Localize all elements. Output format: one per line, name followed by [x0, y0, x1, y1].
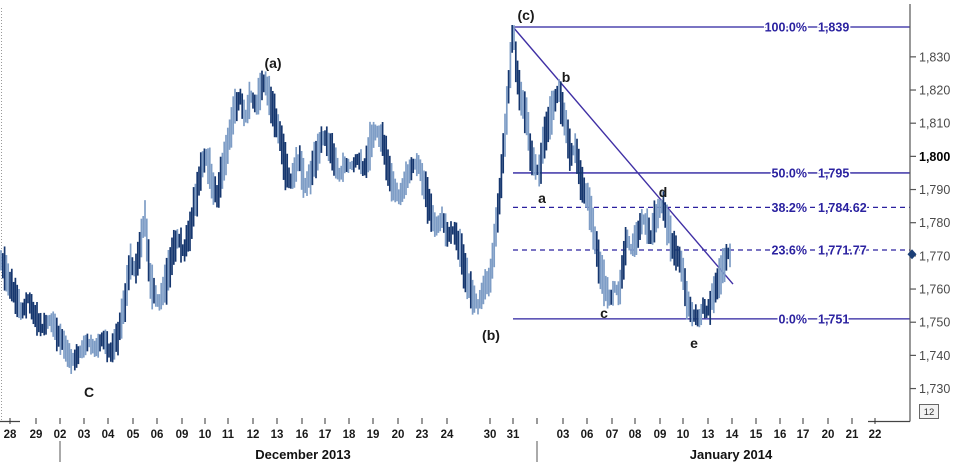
x-axis-label: 07 — [606, 429, 619, 441]
y-axis-label: 1,780 — [919, 216, 950, 230]
x-axis-label: 15 — [750, 429, 763, 441]
period-badge: 12 — [919, 404, 939, 419]
x-axis-label: 19 — [367, 429, 380, 441]
x-axis-label: 20 — [822, 429, 835, 441]
y-axis-label: 1,770 — [919, 249, 950, 263]
x-axis-label: 12 — [247, 429, 260, 441]
x-axis-label: 08 — [629, 429, 642, 441]
fib-price-label: 1,751 — [818, 312, 849, 326]
wave-label-c: c — [600, 305, 608, 321]
x-axis-label: 04 — [102, 429, 115, 441]
y-axis-label: 1,820 — [919, 84, 950, 98]
x-axis-label: 22 — [869, 429, 882, 441]
fib-pct-label: 23.6% — [772, 244, 807, 258]
x-axis-label: 10 — [199, 429, 212, 441]
fib-pct-label: 100.0% — [765, 21, 807, 35]
x-axis-label: 02 — [54, 429, 67, 441]
y-axis-label: 1,790 — [919, 183, 950, 197]
y-axis-label: 1,830 — [919, 50, 950, 64]
wave-label-b: (b) — [482, 327, 500, 343]
x-axis-label: 09 — [654, 429, 667, 441]
y-axis: 1,830 1,820 1,810 1,800 1,790 1,780 1,770 1,760… — [909, 4, 950, 422]
wave-labels: (a) (b) (c) Ca b c d e — [84, 7, 698, 400]
wave-label-e: e — [690, 335, 698, 351]
y-axis-label: 1,750 — [919, 316, 950, 330]
wave-label-a: a — [538, 190, 546, 206]
y-axis-label: 1,760 — [919, 283, 950, 297]
x-axis-label: 13 — [702, 429, 715, 441]
x-axis-label: 28 — [4, 429, 17, 441]
y-axis-label: 1,740 — [919, 349, 950, 363]
y-axis-label: 1,810 — [919, 117, 950, 131]
period-badge-text: 12 — [924, 407, 935, 418]
x-axis-label: 24 — [441, 429, 454, 441]
x-axis-label: 05 — [127, 429, 140, 441]
x-axis-label: 06 — [151, 429, 164, 441]
wave-label-d: d — [659, 184, 668, 200]
fib-pct-label: 38.2% — [772, 201, 807, 215]
x-axis-label: 11 — [222, 429, 235, 441]
x-axis-label: 30 — [484, 429, 497, 441]
x-axis-label: 23 — [416, 429, 429, 441]
fibonacci-labels: 100.0% 1,839 50.0% 1,795 38.2% 1,784.62 23.6% 1… — [763, 19, 868, 328]
x-axis-label: 03 — [557, 429, 570, 441]
x-axis: 28 29 02 03 04 05 06 09 10 11 12 13 16 17 18 19 20 23 24 30… — [0, 418, 910, 462]
fib-price-label: 1,795 — [818, 166, 849, 180]
x-axis-label: 16 — [296, 429, 309, 441]
x-axis-label: 03 — [78, 429, 91, 441]
fibonacci-levels — [513, 26, 910, 320]
x-axis-label: 18 — [343, 429, 356, 441]
x-axis-label: 17 — [797, 429, 810, 441]
y-axis-label: 1,800 — [919, 150, 950, 164]
fib-price-label: 1,784.62 — [818, 201, 867, 215]
x-axis-label: 13 — [271, 429, 284, 441]
x-axis-label: 31 — [507, 429, 520, 441]
month-label: January 2014 — [690, 447, 773, 462]
x-axis-label: 10 — [677, 429, 690, 441]
wave-label-C: C — [84, 384, 94, 400]
last-price-diamond-icon — [907, 249, 917, 260]
x-axis-label: 20 — [392, 429, 405, 441]
trendline — [512, 26, 734, 285]
fib-pct-label: 50.0% — [772, 166, 807, 180]
wave-label-c: (c) — [517, 7, 534, 23]
fib-price-label: 1,771.77 — [818, 244, 867, 258]
wave-label-b: b — [562, 69, 571, 85]
x-axis-label: 17 — [319, 429, 332, 441]
x-axis-label: 29 — [30, 429, 43, 441]
x-axis-label: 06 — [581, 429, 594, 441]
x-axis-label: 21 — [846, 429, 859, 441]
wave-label-a: (a) — [264, 55, 281, 71]
fib-price-label: 1,839 — [818, 21, 849, 35]
x-axis-label: 14 — [726, 429, 739, 441]
y-axis-label: 1,730 — [919, 382, 950, 396]
price-bars — [0, 25, 731, 374]
month-label: December 2013 — [255, 447, 350, 462]
x-axis-label: 16 — [774, 429, 787, 441]
period-badge-box — [919, 404, 939, 419]
fib-pct-label: 0.0% — [779, 312, 808, 326]
x-axis-label: 09 — [176, 429, 189, 441]
